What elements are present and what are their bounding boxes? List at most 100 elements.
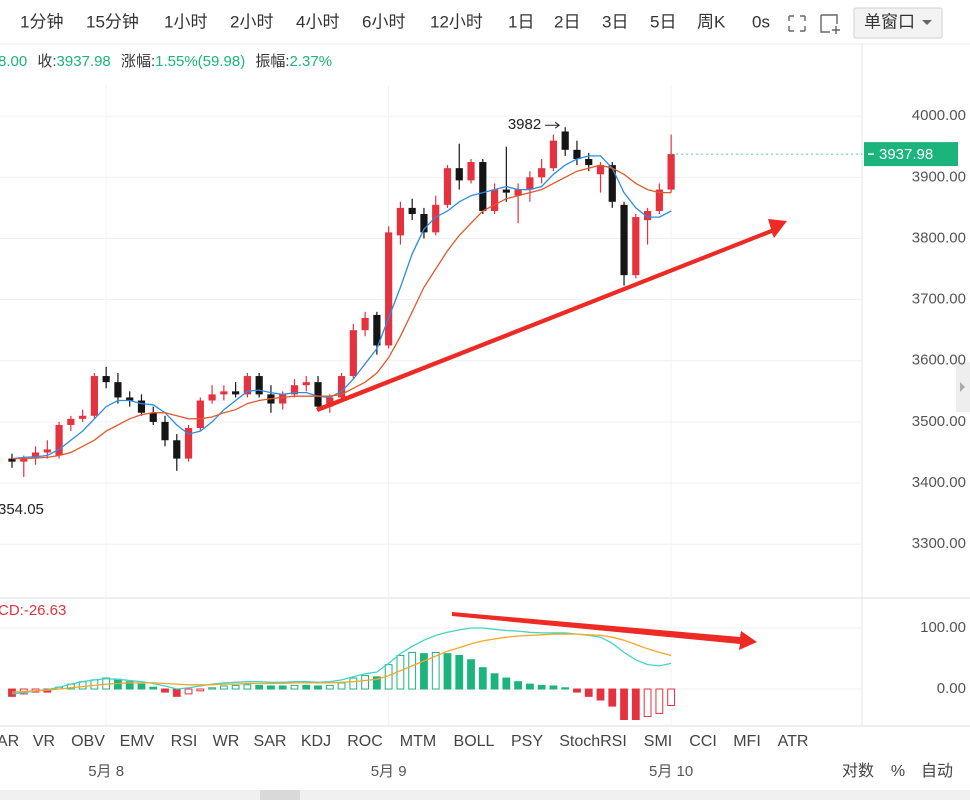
y-tick-label: 3900.00 bbox=[912, 168, 966, 185]
macd-bar bbox=[467, 659, 475, 690]
indicator-tab[interactable]: ATR bbox=[778, 733, 809, 750]
macd-bar bbox=[255, 684, 264, 690]
indicator-tab[interactable]: MFI bbox=[733, 733, 761, 750]
fullscreen-icon[interactable] bbox=[788, 15, 806, 32]
scroll-thumb[interactable] bbox=[260, 790, 300, 800]
candle-body bbox=[538, 168, 546, 178]
candle-body bbox=[420, 214, 428, 233]
candle-body bbox=[596, 165, 605, 175]
max-arrow bbox=[545, 121, 561, 129]
candle-body bbox=[90, 376, 98, 416]
macd-bar bbox=[349, 677, 358, 690]
candle-body bbox=[79, 415, 87, 419]
macd-bar bbox=[549, 685, 558, 690]
macd-bar bbox=[137, 683, 146, 690]
interval-tab[interactable]: 0s bbox=[752, 12, 770, 31]
candle-body bbox=[126, 397, 134, 401]
axis-option[interactable]: 自动 bbox=[921, 762, 953, 780]
candle-body bbox=[55, 424, 63, 456]
candle-body bbox=[67, 418, 75, 425]
macd-bar bbox=[278, 685, 287, 690]
interval-tab[interactable]: 1小时 bbox=[164, 12, 207, 31]
interval-tab[interactable]: 1日 bbox=[508, 12, 534, 31]
indicator-tab[interactable]: CCI bbox=[689, 733, 717, 750]
macd-bar bbox=[596, 688, 605, 701]
candle-body bbox=[514, 189, 522, 196]
trend-arrow-price bbox=[316, 219, 787, 412]
interval-tab[interactable]: 5日 bbox=[650, 12, 676, 31]
x-tick-label: 5月 10 bbox=[649, 763, 693, 780]
side-tab-arrow bbox=[960, 382, 965, 392]
interval-tab[interactable]: 15分钟 bbox=[86, 12, 139, 31]
interval-tab[interactable]: 1分钟 bbox=[20, 12, 63, 31]
macd-bar bbox=[631, 688, 640, 721]
macd-bar bbox=[219, 685, 228, 690]
info-row: 8.00 收:3937.98 涨幅:1.55%(59.98) 振幅:2.37% bbox=[0, 53, 332, 70]
info-change-label: 涨幅: bbox=[121, 53, 155, 70]
indicator-tab[interactable]: KDJ bbox=[301, 733, 331, 750]
candle-body bbox=[173, 440, 181, 459]
indicator-tab[interactable]: WR bbox=[213, 733, 240, 750]
window-button[interactable] bbox=[853, 7, 943, 39]
candle-body bbox=[573, 149, 581, 159]
indicator-tab[interactable]: SAR bbox=[254, 733, 287, 750]
candle-body bbox=[137, 400, 146, 413]
indicator-tab[interactable]: EMV bbox=[120, 733, 155, 750]
indicator-tab[interactable]: OBV bbox=[71, 733, 105, 750]
interval-tab[interactable]: 4小时 bbox=[296, 12, 339, 31]
candle-body bbox=[655, 189, 663, 211]
candle-body bbox=[385, 232, 393, 346]
macd-bar bbox=[431, 651, 440, 690]
macd-bar bbox=[184, 688, 193, 695]
macd-bar bbox=[443, 653, 452, 690]
macd-bar bbox=[161, 688, 169, 693]
candle-body bbox=[373, 314, 381, 346]
macd-bar bbox=[90, 679, 99, 690]
macd-line bbox=[11, 627, 672, 695]
macd-bar bbox=[514, 681, 523, 690]
interval-tab[interactable]: 2日 bbox=[554, 12, 580, 31]
macd-bar bbox=[267, 685, 275, 690]
indicator-tab[interactable]: StochRSI bbox=[559, 733, 627, 750]
interval-tab[interactable]: 12小时 bbox=[430, 12, 483, 31]
macd-bar bbox=[502, 677, 511, 690]
macd-bar bbox=[372, 676, 381, 690]
candle-body bbox=[455, 168, 463, 181]
indicator-tab[interactable]: BOLL bbox=[454, 733, 495, 750]
candle-body bbox=[479, 162, 487, 211]
indicator-tab[interactable]: VR bbox=[33, 733, 55, 750]
candle-body bbox=[196, 400, 204, 429]
macd-bar bbox=[243, 684, 252, 690]
interval-tab[interactable]: 2小时 bbox=[230, 12, 273, 31]
candle-body bbox=[443, 168, 452, 205]
interval-tab[interactable]: 周K bbox=[697, 12, 726, 31]
macd-bar bbox=[537, 684, 546, 690]
indicator-tab[interactable]: SMI bbox=[644, 733, 672, 750]
last-price-label: 3937.98 bbox=[879, 146, 933, 163]
indicator-tab[interactable]: PSY bbox=[511, 733, 543, 750]
candle-body bbox=[314, 382, 322, 407]
interval-tab[interactable]: 6小时 bbox=[362, 12, 405, 31]
indicator-tab[interactable]: AR bbox=[0, 733, 19, 750]
info-change: 1.55%(59.98) bbox=[155, 53, 245, 70]
macd-bar bbox=[125, 681, 134, 690]
candle-body bbox=[667, 154, 675, 190]
axis-option[interactable]: 对数 bbox=[842, 762, 874, 780]
indicator-tab[interactable]: MTM bbox=[400, 733, 436, 750]
max-label: 3982 bbox=[508, 116, 541, 133]
axis-option[interactable]: % bbox=[891, 763, 905, 780]
add-icon[interactable] bbox=[820, 14, 840, 34]
macd-bar bbox=[8, 688, 16, 697]
macd-bar bbox=[208, 687, 216, 690]
candle-body bbox=[208, 394, 216, 401]
candle-body bbox=[432, 204, 440, 233]
candle-body bbox=[161, 421, 169, 441]
ma-line bbox=[11, 155, 672, 460]
interval-tab[interactable]: 3日 bbox=[602, 12, 628, 31]
macd-bar bbox=[573, 688, 581, 693]
indicator-tab[interactable]: RSI bbox=[171, 733, 198, 750]
candle-body bbox=[149, 412, 157, 422]
indicator-tab[interactable]: ROC bbox=[347, 733, 383, 750]
